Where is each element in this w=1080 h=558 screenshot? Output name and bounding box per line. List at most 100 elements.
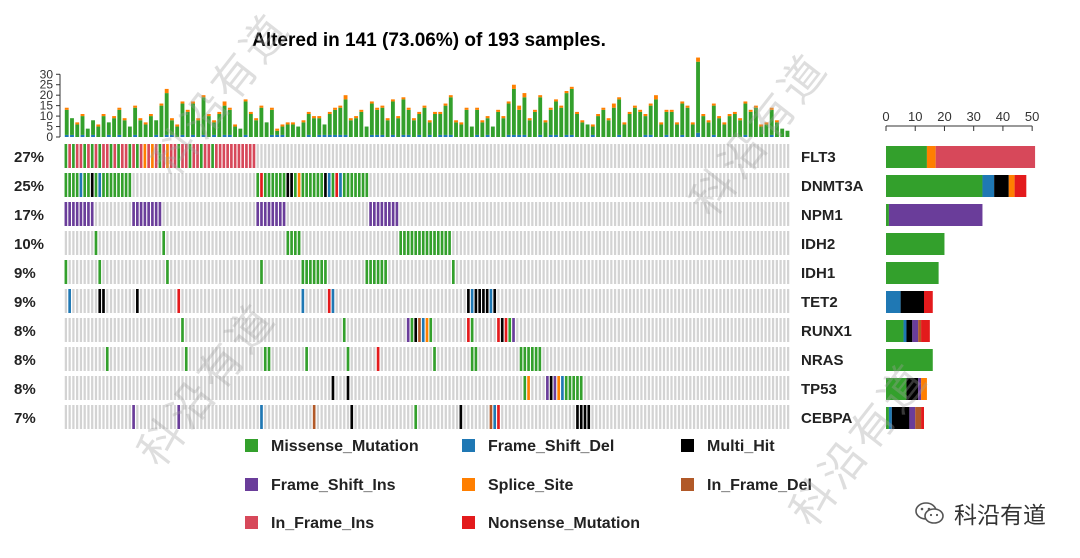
grid-cell [677, 202, 681, 226]
grid-cell [700, 202, 703, 226]
tmb-bar-segment [275, 130, 280, 135]
grid-cell [572, 202, 575, 226]
grid-cell [685, 289, 688, 313]
grid-cell [493, 173, 496, 197]
mutation-cell [166, 144, 169, 168]
grid-cell [282, 289, 286, 313]
grid-cell [218, 173, 222, 197]
grid-cell [249, 347, 252, 371]
grid-cell [433, 318, 436, 342]
tmb-bar-segment [322, 134, 327, 137]
grid-cell [403, 405, 406, 429]
tmb-bar-segment [390, 99, 395, 102]
grid-cell [455, 231, 459, 255]
grid-cell [399, 289, 402, 313]
tmb-bar-segment [448, 95, 453, 98]
mutation-cell [282, 202, 286, 226]
tmb-bar-segment [227, 134, 232, 137]
mutation-cell [196, 144, 199, 168]
tmb-axis-tick-label: 25 [40, 78, 54, 92]
grid-cell [185, 173, 188, 197]
grid-cell [166, 202, 169, 226]
mutation-cell [207, 144, 211, 168]
grid-cell [768, 202, 771, 226]
grid-cell [241, 318, 244, 342]
grid-cell [297, 405, 301, 429]
grid-cell [738, 260, 741, 284]
grid-cell [463, 260, 466, 284]
tmb-axis-tick-label: 20 [40, 88, 54, 102]
mutation-cell [154, 202, 158, 226]
grid-cell [354, 289, 357, 313]
grid-cell [230, 347, 233, 371]
mutation-cell [94, 144, 98, 168]
grid-cell [215, 347, 218, 371]
grid-cell [113, 347, 116, 371]
grid-cell [677, 289, 681, 313]
grid-cell [256, 144, 259, 168]
grid-cell [745, 231, 748, 255]
grid-cell [410, 260, 414, 284]
grid-cell [290, 347, 293, 371]
grid-cell [98, 405, 101, 429]
tmb-bar-segment [611, 103, 616, 108]
grid-cell [580, 347, 583, 371]
grid-cell [602, 347, 605, 371]
mutation-cell [83, 173, 87, 197]
tmb-bar-segment [122, 118, 127, 121]
grid-cell [207, 405, 210, 429]
tmb-bar-segment [580, 122, 585, 137]
gene-count-bar-segment [891, 407, 910, 429]
tmb-bar-segment [280, 134, 285, 137]
tmb-bar-segment [217, 114, 222, 137]
grid-cell [715, 202, 718, 226]
grid-cell [294, 144, 297, 168]
grid-cell [339, 144, 342, 168]
grid-cell [437, 376, 440, 400]
tmb-bar-segment [301, 122, 306, 137]
grid-cell [587, 202, 590, 226]
tmb-bar-segment [285, 124, 290, 137]
grid-cell [188, 231, 192, 255]
grid-cell [147, 347, 150, 371]
grid-cell [692, 231, 696, 255]
tmb-bar-segment [533, 109, 537, 112]
grid-cell [726, 144, 730, 168]
grid-cell [200, 376, 203, 400]
grid-cell [230, 173, 233, 197]
grid-cell [83, 318, 86, 342]
grid-cell [444, 260, 447, 284]
grid-cell [170, 405, 173, 429]
tmb-bar-segment [685, 107, 690, 137]
grid-cell [501, 144, 504, 168]
mutation-cell [357, 173, 361, 197]
grid-cell [407, 376, 410, 400]
mutation-cell [260, 405, 263, 429]
grid-cell [621, 231, 624, 255]
grid-cell [659, 144, 662, 168]
grid-cell [301, 318, 304, 342]
grid-cell [542, 376, 545, 400]
tmb-bar-segment [538, 134, 543, 137]
grid-cell [91, 318, 94, 342]
tmb-bar-segment [433, 111, 437, 114]
grid-cell [282, 144, 286, 168]
grid-cell [249, 202, 252, 226]
tmb-bar-segment [753, 105, 758, 108]
grid-cell [121, 318, 124, 342]
tmb-bar-segment [427, 122, 432, 135]
tmb-bar-segment [180, 101, 185, 104]
grid-cell [749, 231, 752, 255]
grid-cell [504, 347, 508, 371]
grid-cell [662, 260, 666, 284]
gene-count-bar-segment [926, 146, 936, 168]
grid-cell [290, 260, 293, 284]
grid-cell [674, 173, 677, 197]
mutation-cell [139, 202, 143, 226]
grid-cell [501, 376, 504, 400]
legend-swatch [245, 478, 258, 491]
grid-cell [610, 173, 613, 197]
grid-cell [655, 289, 658, 313]
mutation-cell [199, 144, 203, 168]
tmb-bar-segment [564, 134, 569, 137]
